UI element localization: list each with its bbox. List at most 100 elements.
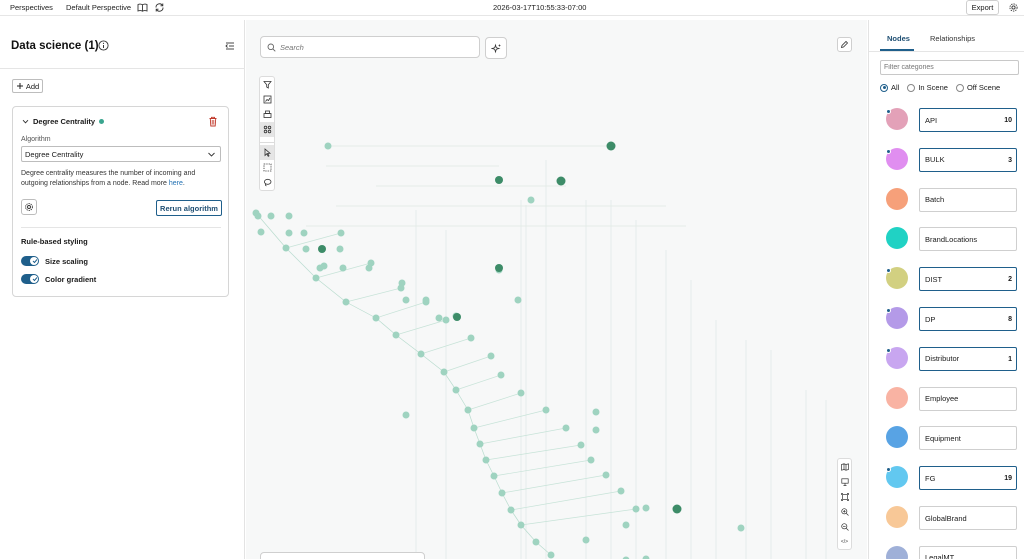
radio-in-scene[interactable]: In Scene — [907, 83, 948, 92]
filter-categories-box[interactable] — [880, 60, 1019, 75]
collapse-panel-icon[interactable] — [224, 40, 236, 52]
category-item[interactable]: BrandLocations — [886, 227, 1018, 252]
category-color-swatch[interactable] — [886, 386, 908, 409]
graph-node[interactable] — [398, 279, 406, 287]
category-label-box[interactable]: Distributor 1 — [919, 346, 1017, 371]
graph-node[interactable] — [495, 176, 503, 184]
graph-node[interactable] — [417, 350, 425, 358]
graph-node[interactable] — [392, 331, 400, 339]
graph-node[interactable] — [257, 228, 265, 236]
graph-node[interactable] — [476, 440, 484, 448]
graph-node[interactable] — [470, 424, 478, 432]
category-color-swatch[interactable] — [886, 426, 908, 449]
graph-node[interactable] — [267, 212, 275, 220]
search-input[interactable] — [280, 42, 470, 52]
perspective-name[interactable]: Default Perspective — [66, 3, 132, 12]
graph-node[interactable] — [592, 426, 600, 434]
radio-all[interactable]: All — [880, 83, 899, 92]
graph-node[interactable] — [402, 296, 410, 304]
graph-node[interactable] — [547, 551, 555, 559]
graph-node[interactable] — [497, 371, 505, 379]
graph-node[interactable] — [324, 142, 332, 150]
color-gradient-toggle[interactable] — [21, 274, 39, 284]
category-item[interactable]: FG 19 — [886, 466, 1018, 491]
radio-off-scene[interactable]: Off Scene — [955, 83, 1000, 92]
ai-assist-button[interactable] — [485, 37, 507, 59]
code-toggle[interactable]: </> — [840, 538, 849, 545]
graph-node[interactable] — [527, 196, 535, 204]
graph-canvas[interactable]: </> — [246, 20, 867, 559]
graph-node[interactable] — [622, 556, 630, 559]
category-item[interactable]: DP 8 — [886, 307, 1018, 331]
add-button[interactable]: Add — [12, 79, 43, 93]
category-item[interactable]: DIST 2 — [886, 267, 1018, 292]
zoom-in-icon[interactable] — [838, 504, 851, 519]
category-item[interactable]: API 10 — [886, 108, 1018, 132]
category-label-box[interactable]: BULK 3 — [919, 147, 1017, 172]
graph-node[interactable] — [495, 264, 503, 272]
tab-relationships[interactable]: Relationships — [930, 34, 976, 43]
category-item[interactable]: GlobalBrand — [886, 506, 1018, 530]
graph-node[interactable] — [617, 487, 625, 495]
perspectives-link[interactable]: Perspectives — [10, 3, 53, 12]
graph-node[interactable] — [302, 245, 310, 253]
box-select-icon[interactable] — [260, 160, 274, 175]
category-label-box[interactable]: API 10 — [919, 108, 1017, 132]
category-color-swatch[interactable] — [886, 267, 908, 290]
read-more-link[interactable]: here — [168, 180, 183, 187]
graph-node[interactable] — [254, 212, 262, 220]
radio-button[interactable] — [907, 83, 916, 92]
radio-button[interactable] — [955, 83, 964, 92]
graph-node[interactable] — [606, 141, 616, 151]
graph-node[interactable] — [672, 504, 682, 514]
graph-node[interactable] — [336, 245, 344, 253]
category-label-box[interactable]: Equipment — [919, 426, 1017, 451]
graph-node[interactable] — [542, 406, 550, 414]
rerun-algorithm-button[interactable]: Rerun algorithm — [156, 200, 222, 216]
graph-node[interactable] — [435, 314, 443, 322]
fit-icon[interactable] — [838, 489, 851, 504]
category-label-box[interactable]: DIST 2 — [919, 267, 1017, 292]
graph-node[interactable] — [562, 424, 570, 432]
graph-node[interactable] — [517, 521, 525, 529]
graph-node[interactable] — [312, 274, 320, 282]
graph-node[interactable] — [452, 386, 460, 394]
size-scaling-toggle[interactable] — [21, 256, 39, 266]
graph-node[interactable] — [440, 368, 448, 376]
graph-node[interactable] — [592, 408, 600, 416]
search-box[interactable] — [260, 36, 480, 58]
graph-node[interactable] — [337, 229, 345, 237]
presentation-icon[interactable] — [838, 474, 851, 489]
category-label-box[interactable]: GlobalBrand — [919, 506, 1017, 530]
graph-node[interactable] — [285, 229, 293, 237]
graph-node[interactable] — [442, 316, 450, 324]
print-icon[interactable] — [260, 107, 274, 122]
category-color-swatch[interactable] — [886, 307, 908, 329]
graph-node[interactable] — [372, 314, 380, 322]
graph-node[interactable] — [632, 505, 640, 513]
edit-button[interactable] — [837, 37, 852, 52]
info-icon[interactable] — [98, 40, 109, 51]
lasso-icon[interactable] — [260, 175, 274, 190]
map-icon[interactable] — [838, 459, 851, 474]
graph-node[interactable] — [467, 334, 475, 342]
graph-node[interactable] — [318, 245, 326, 253]
category-color-swatch[interactable] — [886, 227, 908, 250]
graph-node[interactable] — [342, 298, 350, 306]
tab-nodes[interactable]: Nodes — [887, 34, 910, 43]
category-label-box[interactable]: DP 8 — [919, 307, 1017, 331]
zoom-out-icon[interactable] — [838, 519, 851, 534]
filter-icon[interactable] — [260, 77, 274, 92]
category-label-box[interactable]: Batch — [919, 187, 1017, 212]
graph-node[interactable] — [577, 441, 585, 449]
graph-node[interactable] — [498, 489, 506, 497]
graph-node[interactable] — [587, 456, 595, 464]
graph-node[interactable] — [556, 176, 566, 186]
layout-icon[interactable] — [260, 122, 274, 137]
graph-node[interactable] — [320, 262, 328, 270]
graph-node[interactable] — [642, 555, 650, 559]
graph-node[interactable] — [622, 521, 630, 529]
category-color-swatch[interactable] — [886, 187, 908, 210]
algorithm-card-header[interactable]: Degree Centrality — [22, 117, 105, 126]
category-item[interactable]: BULK 3 — [886, 147, 1018, 172]
